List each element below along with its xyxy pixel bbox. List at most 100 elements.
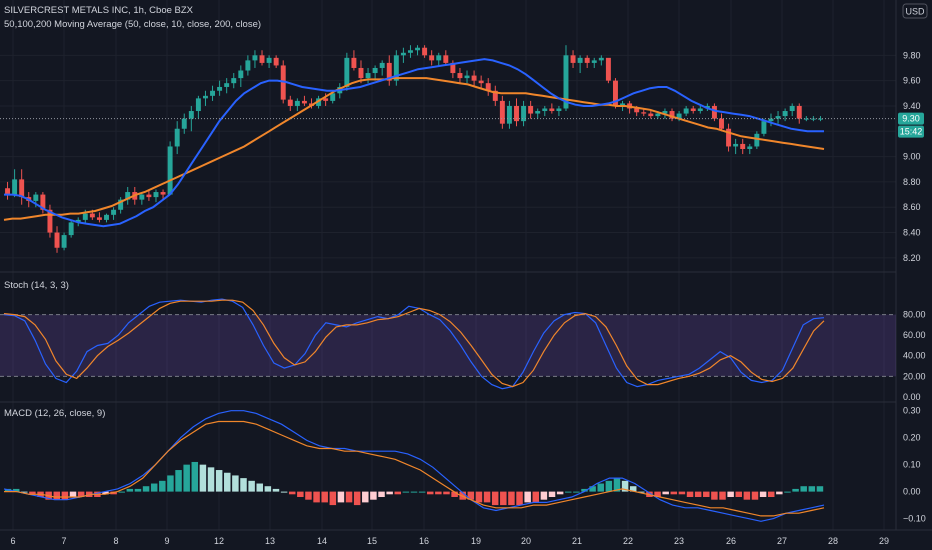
price-axis-ticks: 9.809.609.409.209.008.808.608.408.20 xyxy=(903,50,921,263)
candle-body xyxy=(358,67,364,79)
macd-hist-bar xyxy=(703,491,710,497)
macd-hist-bar xyxy=(150,483,158,492)
candle-body xyxy=(245,60,251,71)
candle-body xyxy=(733,143,739,147)
stoch-tick-label: 20.00 xyxy=(903,371,926,381)
time-tick-label: 27 xyxy=(777,536,787,546)
candle-body xyxy=(782,111,788,117)
candle-body xyxy=(54,232,60,248)
macd-hist-bar xyxy=(159,480,166,492)
macd-hist-bar xyxy=(483,491,491,503)
macd-hist-bar xyxy=(86,491,93,497)
candle-body xyxy=(407,50,413,53)
macd-hist-bar xyxy=(29,491,36,495)
time-tick-label: 23 xyxy=(674,536,684,546)
candle-body xyxy=(443,55,449,63)
macd-hist-bar xyxy=(21,491,28,493)
candle-body xyxy=(605,57,611,81)
grid-lines xyxy=(0,0,896,530)
time-tick-label: 13 xyxy=(265,536,275,546)
macd-hist-bar xyxy=(69,491,77,497)
price-badge-value: 9.30 xyxy=(902,114,920,124)
macd-hist-bar xyxy=(751,491,759,500)
price-tick-label: 8.40 xyxy=(903,228,921,238)
candle-body xyxy=(266,57,272,63)
macd-hist-bar xyxy=(686,491,694,497)
macd-hist-bar xyxy=(808,486,816,492)
macd-hist-bar xyxy=(53,491,61,500)
macd-hist-bar xyxy=(605,480,613,492)
macd-hist-bar xyxy=(800,486,807,492)
macd-hist-bar xyxy=(491,491,499,506)
candle-body xyxy=(415,47,421,51)
macd-histogram xyxy=(4,461,824,506)
macd-hist-bar xyxy=(589,486,596,492)
macd-hist-bar xyxy=(743,491,751,500)
candle-body xyxy=(210,90,216,96)
macd-hist-bar xyxy=(435,491,442,495)
macd-tick-label: −0.10 xyxy=(903,514,926,524)
candle-body xyxy=(379,62,385,68)
macd-hist-bar xyxy=(508,491,515,506)
candle-body xyxy=(202,95,208,99)
candle-body xyxy=(754,133,760,147)
stoch-legend: Stoch (14, 3, 3) xyxy=(4,280,69,291)
macd-hist-bar xyxy=(248,480,255,492)
candle-body xyxy=(422,47,428,56)
time-tick-label: 6 xyxy=(10,536,15,546)
price-tick-label: 9.60 xyxy=(903,76,921,86)
macd-hist-bar xyxy=(224,472,231,492)
candle-body xyxy=(68,222,74,236)
time-badge xyxy=(898,125,924,138)
macd-hist-bar xyxy=(565,491,572,493)
macd-hist-bar xyxy=(467,491,475,500)
candle-body xyxy=(506,105,512,124)
ma-fast-line xyxy=(4,58,824,228)
macd-hist-bar xyxy=(451,491,458,497)
macd-axis-ticks: 0.30 0.20 0.10 0.00 −0.10 xyxy=(903,406,926,524)
candle-body xyxy=(351,57,357,68)
candle-body xyxy=(492,90,498,101)
macd-hist-bar xyxy=(272,488,280,492)
candle-body xyxy=(436,55,442,61)
candle-body xyxy=(33,194,39,201)
candle-body xyxy=(535,111,541,114)
candle-body xyxy=(301,100,307,104)
candle-body xyxy=(697,108,703,112)
macd-hist-bar xyxy=(532,491,540,503)
macd-hist-bar xyxy=(240,478,247,492)
macd-hist-bar xyxy=(288,491,296,495)
currency-badge[interactable] xyxy=(902,3,928,19)
candle-body xyxy=(111,209,117,215)
time-tick-label: 21 xyxy=(572,536,582,546)
candle-body xyxy=(789,105,795,112)
macd-hist-bar xyxy=(516,491,523,506)
stoch-band xyxy=(0,314,896,377)
candle-body xyxy=(5,188,11,195)
candle-body xyxy=(521,105,527,122)
macd-hist-bar xyxy=(418,491,426,493)
macd-hist-bar xyxy=(61,491,69,500)
time-tick-label: 28 xyxy=(828,536,838,546)
macd-hist-bar xyxy=(727,491,734,497)
time-badge-value: 15:42 xyxy=(900,127,923,137)
macd-hist-bar xyxy=(816,486,824,492)
candle-body xyxy=(217,86,223,91)
candle-body xyxy=(231,78,237,84)
chart-title: SILVERCREST METALS INC, 1h, Cboe BZX xyxy=(4,5,194,16)
candle-body xyxy=(224,83,230,87)
macd-hist-bar xyxy=(613,478,621,492)
candle-body xyxy=(612,80,618,106)
macd-hist-bar xyxy=(410,491,418,493)
time-tick-label: 9 xyxy=(164,536,169,546)
time-tick-label: 22 xyxy=(623,536,633,546)
candle-body xyxy=(598,57,604,61)
macd-hist-bar xyxy=(621,480,629,492)
candle-body xyxy=(40,194,46,210)
time-tick-label: 7 xyxy=(61,536,66,546)
candle-body xyxy=(146,194,152,198)
macd-hist-bar xyxy=(662,491,669,495)
candle-body xyxy=(47,209,53,233)
candle-body xyxy=(556,108,562,112)
